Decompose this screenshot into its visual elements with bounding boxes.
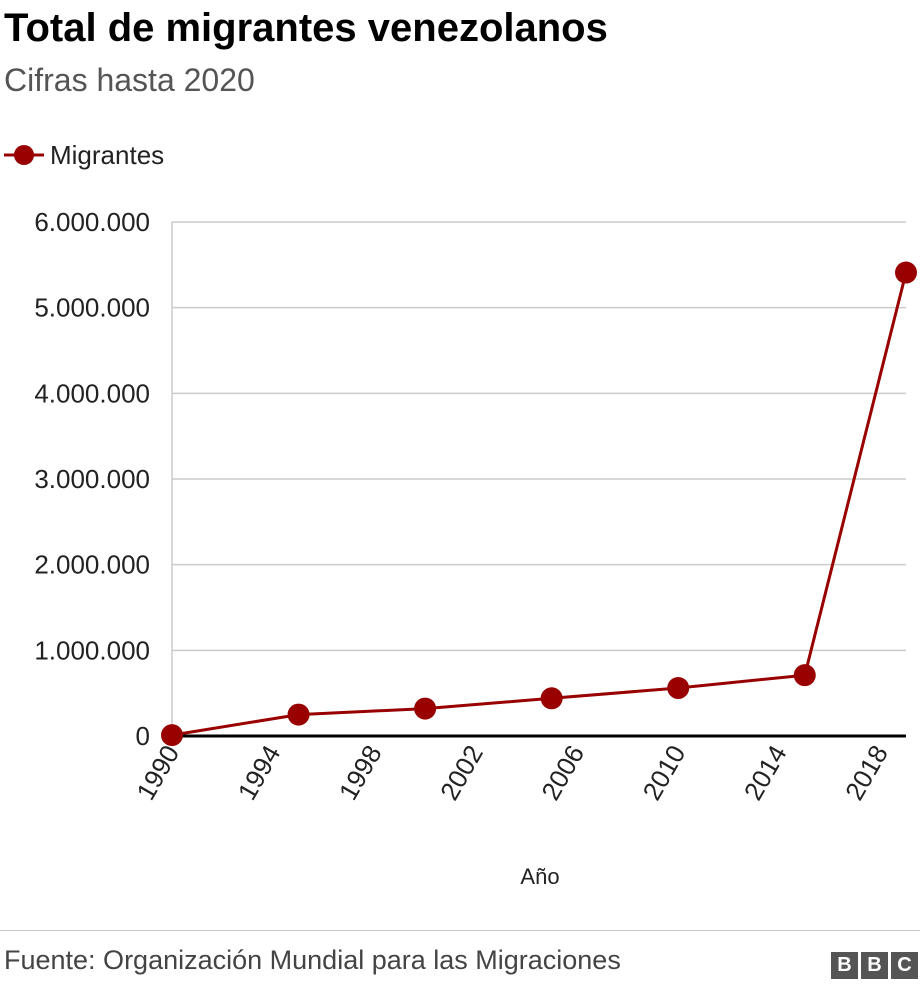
legend: Migrantes xyxy=(4,138,164,172)
data-point xyxy=(895,261,917,284)
x-tick-label: 2006 xyxy=(535,740,590,805)
bbc-logo-letter: B xyxy=(861,952,888,979)
data-point xyxy=(414,697,437,720)
x-axis-title: Año xyxy=(520,864,559,889)
y-tick-label: 6.000.000 xyxy=(34,207,150,237)
series-line xyxy=(171,272,908,737)
x-tick-label: 2002 xyxy=(434,740,489,805)
data-point xyxy=(793,664,816,687)
y-tick-label: 3.000.000 xyxy=(34,464,150,494)
data-point xyxy=(540,687,563,710)
y-tick-label: 5.000.000 xyxy=(34,293,150,323)
data-point xyxy=(287,703,310,726)
data-point xyxy=(667,677,690,700)
y-tick-label: 2.000.000 xyxy=(34,550,150,580)
bbc-logo: B B C xyxy=(831,952,918,979)
x-tick-label: 2018 xyxy=(839,740,894,805)
chart-title: Total de migrantes venezolanos xyxy=(4,6,608,50)
x-tick-label: 1998 xyxy=(333,740,388,805)
legend-marker-icon xyxy=(4,145,44,165)
x-tick-label: 2014 xyxy=(738,740,793,805)
line-chart: 0 1.000.000 2.000.000 3.000.000 4.000.000 5.0… xyxy=(34,207,917,889)
chart-subtitle: Cifras hasta 2020 xyxy=(4,62,255,98)
y-tick-label: 0 xyxy=(136,721,150,751)
source-note: Fuente: Organización Mundial para las Mi… xyxy=(4,945,621,975)
bbc-logo-letter: B xyxy=(831,952,858,979)
x-tick-label: 1994 xyxy=(232,740,287,805)
y-tick-label: 4.000.000 xyxy=(34,378,150,408)
y-tick-label: 1.000.000 xyxy=(34,635,150,665)
data-point xyxy=(161,724,183,747)
legend-label: Migrantes xyxy=(50,139,165,170)
x-tick-label: 2010 xyxy=(637,740,692,805)
bbc-logo-letter: C xyxy=(891,952,918,979)
footer-divider xyxy=(0,930,920,931)
